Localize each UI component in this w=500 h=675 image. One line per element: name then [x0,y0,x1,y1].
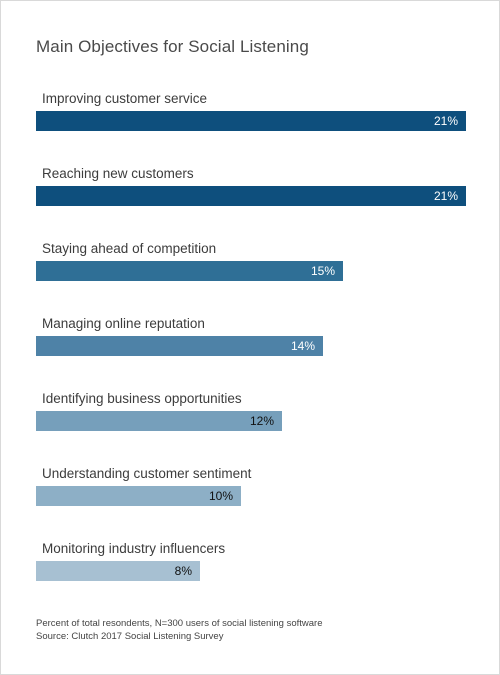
category-label: Improving customer service [42,91,208,106]
bar: 8% [36,561,200,581]
bar: 15% [36,261,343,281]
category-label: Managing online reputation [42,316,205,331]
bar-value-label: 15% [310,264,335,278]
bar: 12% [36,411,282,431]
footnote-source: Source: Clutch 2017 Social Listening Sur… [36,631,224,642]
category-label: Identifying business opportunities [42,391,242,406]
category-label: Understanding customer sentiment [42,466,252,481]
bar-value-label: 8% [174,564,192,578]
category-label: Monitoring industry influencers [42,541,226,556]
bar: 10% [36,486,241,506]
bar-value-label: 21% [433,189,458,203]
bar-value-label: 10% [208,489,233,503]
bar-value-label: 21% [433,114,458,128]
bar: 14% [36,336,323,356]
chart-title: Main Objectives for Social Listening [36,37,309,56]
category-label: Staying ahead of competition [42,241,217,256]
bar: 21% [36,186,466,206]
footnote-note: Percent of total resondents, N=300 users… [36,618,323,629]
bar: 21% [36,111,466,131]
bar-value-label: 14% [290,339,315,353]
bar-value-label: 12% [249,414,274,428]
category-label: Reaching new customers [42,166,194,181]
